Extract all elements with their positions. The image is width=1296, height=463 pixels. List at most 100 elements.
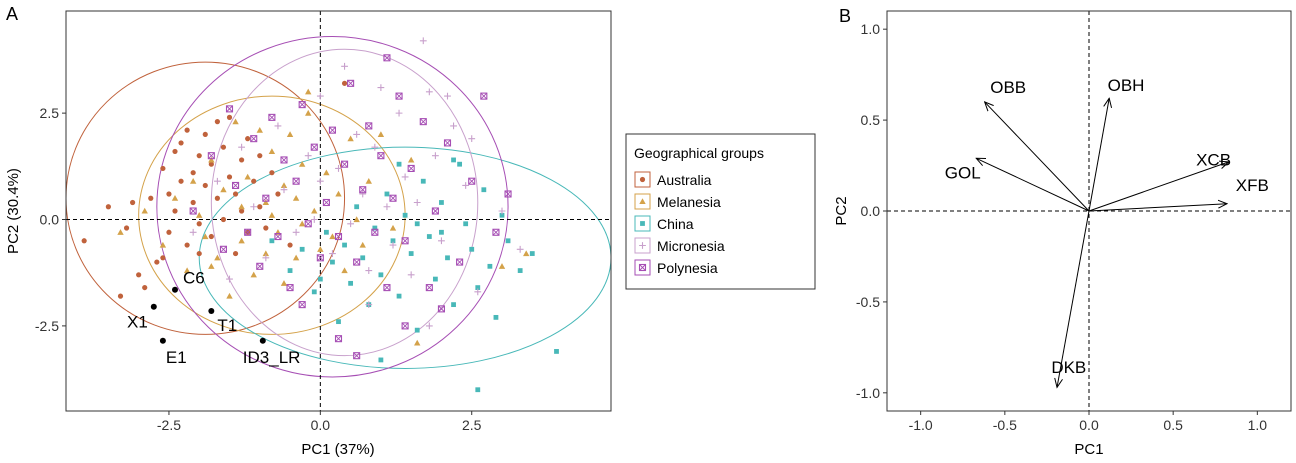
- legend-item-china: China: [634, 215, 694, 232]
- point-australia: [226, 114, 233, 120]
- point-micronesia: [274, 122, 282, 130]
- series-china: [269, 157, 559, 393]
- point-australia: [160, 255, 166, 261]
- point-melanesia: [286, 131, 294, 137]
- point-china: [445, 255, 450, 261]
- point-melanesia: [347, 135, 354, 142]
- legend-label: Australia: [657, 172, 712, 188]
- panel-a-axes: -2.5 0.0 2.5 -2.5 0.0 2.5: [35, 105, 482, 433]
- vector-arrow-gol: [976, 158, 1090, 212]
- point-micronesia: [377, 84, 385, 91]
- panel-b-x-tick-label: 0.0: [1079, 417, 1099, 433]
- point-australia: [232, 191, 239, 197]
- point-china: [390, 238, 396, 244]
- point-melanesia: [117, 229, 124, 235]
- point-melanesia: [329, 233, 336, 240]
- point-china: [463, 221, 469, 227]
- panel-b-y-tick-label: 0.0: [861, 203, 881, 219]
- point-polynesia: [383, 284, 391, 292]
- point-melanesia: [298, 160, 306, 167]
- point-china: [402, 212, 408, 218]
- point-polynesia: [280, 156, 288, 164]
- point-melanesia: [214, 254, 221, 261]
- series-australia: [81, 80, 348, 299]
- point-australia: [136, 272, 142, 278]
- point-australia: [172, 208, 178, 214]
- panel-a-x-tick-label: 2.5: [462, 417, 482, 433]
- point-polynesia: [443, 139, 452, 147]
- point-polynesia: [359, 186, 367, 194]
- point-polynesia: [286, 284, 294, 292]
- point-micronesia: [365, 267, 373, 274]
- point-china: [432, 276, 438, 282]
- point-polynesia: [262, 194, 270, 202]
- point-polynesia: [256, 262, 264, 270]
- point-polynesia: [419, 118, 427, 126]
- point-melanesia: [220, 186, 227, 193]
- point-polynesia: [298, 101, 306, 109]
- point-micronesia: [316, 92, 324, 100]
- point-australia: [166, 229, 172, 235]
- point-china: [475, 285, 481, 290]
- vector-arrow-dkb: [1057, 210, 1090, 387]
- panel-a: A C6 X1 E1 T1 ID3_LR -2.5 0.0 2.5 -2.5 0.0 2.5 PC…: [5, 4, 612, 458]
- point-australia: [160, 165, 166, 172]
- point-polynesia: [395, 92, 403, 100]
- point-australia: [178, 140, 184, 146]
- panel-a-x-axis-title: PC1 (37%): [301, 441, 374, 458]
- legend-marker-micronesia: [639, 242, 646, 249]
- panel-a-ellipses: [66, 36, 611, 378]
- vector-label-obh: OBH: [1108, 76, 1145, 95]
- point-label-id3_lr: ID3_LR: [243, 348, 301, 367]
- point-melanesia: [202, 233, 209, 240]
- point-china: [517, 268, 523, 273]
- point-polynesia: [322, 198, 330, 207]
- point-china: [493, 314, 499, 320]
- point-polynesia: [207, 152, 215, 160]
- legend-marker-australia: [639, 176, 646, 183]
- point-china: [396, 161, 402, 167]
- point-china: [336, 319, 341, 325]
- point-australia: [130, 199, 136, 206]
- point-australia: [239, 208, 245, 214]
- point-australia: [105, 204, 111, 210]
- legend-label: Polynesia: [657, 260, 718, 276]
- point-polynesia: [341, 160, 349, 168]
- point-micronesia: [329, 250, 336, 257]
- point-melanesia: [377, 131, 385, 137]
- panel-b-letter: B: [839, 6, 851, 26]
- vector-label-gol: GOL: [945, 163, 981, 182]
- point-melanesia: [280, 280, 288, 286]
- point-australia: [196, 250, 202, 257]
- point-australia: [263, 225, 269, 231]
- point-polynesia: [504, 190, 512, 198]
- point-australia: [123, 225, 130, 231]
- point-australia: [190, 170, 196, 176]
- point-australia: [196, 221, 202, 227]
- point-australia: [142, 284, 148, 291]
- point-polynesia: [189, 207, 197, 215]
- point-melanesia: [311, 207, 318, 214]
- point-australia: [251, 178, 257, 184]
- panel-b-x-tick-label: 0.5: [1163, 417, 1183, 433]
- legend-label: China: [657, 216, 694, 232]
- point-china: [451, 302, 456, 308]
- point-melanesia: [389, 224, 397, 231]
- point-australia: [226, 174, 233, 180]
- point-australia: [178, 178, 184, 184]
- point-melanesia: [183, 267, 191, 274]
- point-australia: [184, 127, 190, 133]
- panel-a-letter: A: [6, 4, 18, 24]
- point-australia: [190, 199, 196, 206]
- ellipse-china: [198, 146, 611, 369]
- point-melanesia: [292, 195, 300, 201]
- ellipse-polynesia: [156, 36, 509, 378]
- point-australia: [341, 80, 348, 86]
- vector-label-xcb: XCB: [1196, 151, 1231, 170]
- point-label-t1: T1: [217, 316, 237, 335]
- panel-a-frame: [65, 10, 612, 412]
- vector-arrow-obh: [1088, 98, 1109, 212]
- point-polynesia: [401, 237, 409, 245]
